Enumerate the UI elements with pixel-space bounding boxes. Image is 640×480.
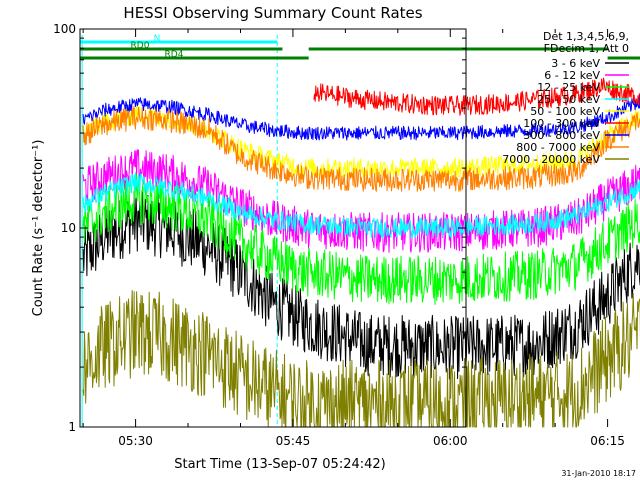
legend-label-1: 6 - 12 keV	[544, 69, 600, 82]
series-line-5	[313, 77, 640, 116]
legend-label-6: 300 - 800 keV	[523, 129, 600, 142]
legend-label-4: 50 - 100 keV	[530, 105, 600, 118]
x-axis-label: Start Time (13-Sep-07 05:24:42)	[174, 457, 385, 472]
legend: Det 1,3,4,5,6,9, FDecim 1, Att 0 3 - 6 k…	[502, 30, 629, 166]
series-line-4	[82, 105, 640, 179]
series-line-0	[82, 189, 640, 380]
legend-header-line-2: FDecim 1, Att 0	[544, 42, 629, 55]
legend-label-7: 800 - 7000 keV	[516, 141, 600, 154]
flag-label-n: N	[154, 34, 161, 44]
series-line-1	[82, 149, 640, 253]
y-tick-label: 10	[61, 221, 76, 235]
legend-label-8: 7000 - 20000 keV	[502, 153, 600, 166]
legend-label-2: 12 - 25 keV	[537, 81, 600, 94]
x-tick-label: 05:30	[118, 434, 153, 448]
flag-label-rd0: RD0	[131, 41, 150, 51]
y-axis-label: Count Rate (s⁻¹ detector⁻¹)	[31, 140, 46, 317]
x-tick-label: 06:15	[590, 434, 625, 448]
y-tick-label: 1	[68, 420, 76, 434]
legend-label-5: 100 - 300 keV	[523, 117, 600, 130]
flag-label-rd4: RD4	[165, 50, 184, 60]
plot-layer: N RD0 RD4	[80, 34, 640, 428]
x-tick-label: 05:45	[276, 434, 311, 448]
series-line-6	[82, 94, 640, 141]
legend-header-line-1: Det 1,3,4,5,6,9,	[543, 30, 629, 43]
axes-layer: 05:3005:4506:0006:1506:3006:4507:0011010…	[53, 22, 625, 448]
series-line-7	[82, 106, 640, 192]
series-line-2	[82, 174, 640, 305]
series-line-8	[82, 290, 640, 428]
x-tick-label: 06:00	[433, 434, 468, 448]
series-line-3	[82, 171, 640, 239]
y-tick-label: 100	[53, 22, 76, 36]
legend-label-0: 3 - 6 keV	[551, 57, 600, 70]
legend-label-3: 25 - 50 keV	[537, 93, 600, 106]
chart-title: HESSI Observing Summary Count Rates	[123, 4, 422, 22]
footer-date: 31-Jan-2010 18:17	[561, 469, 636, 478]
